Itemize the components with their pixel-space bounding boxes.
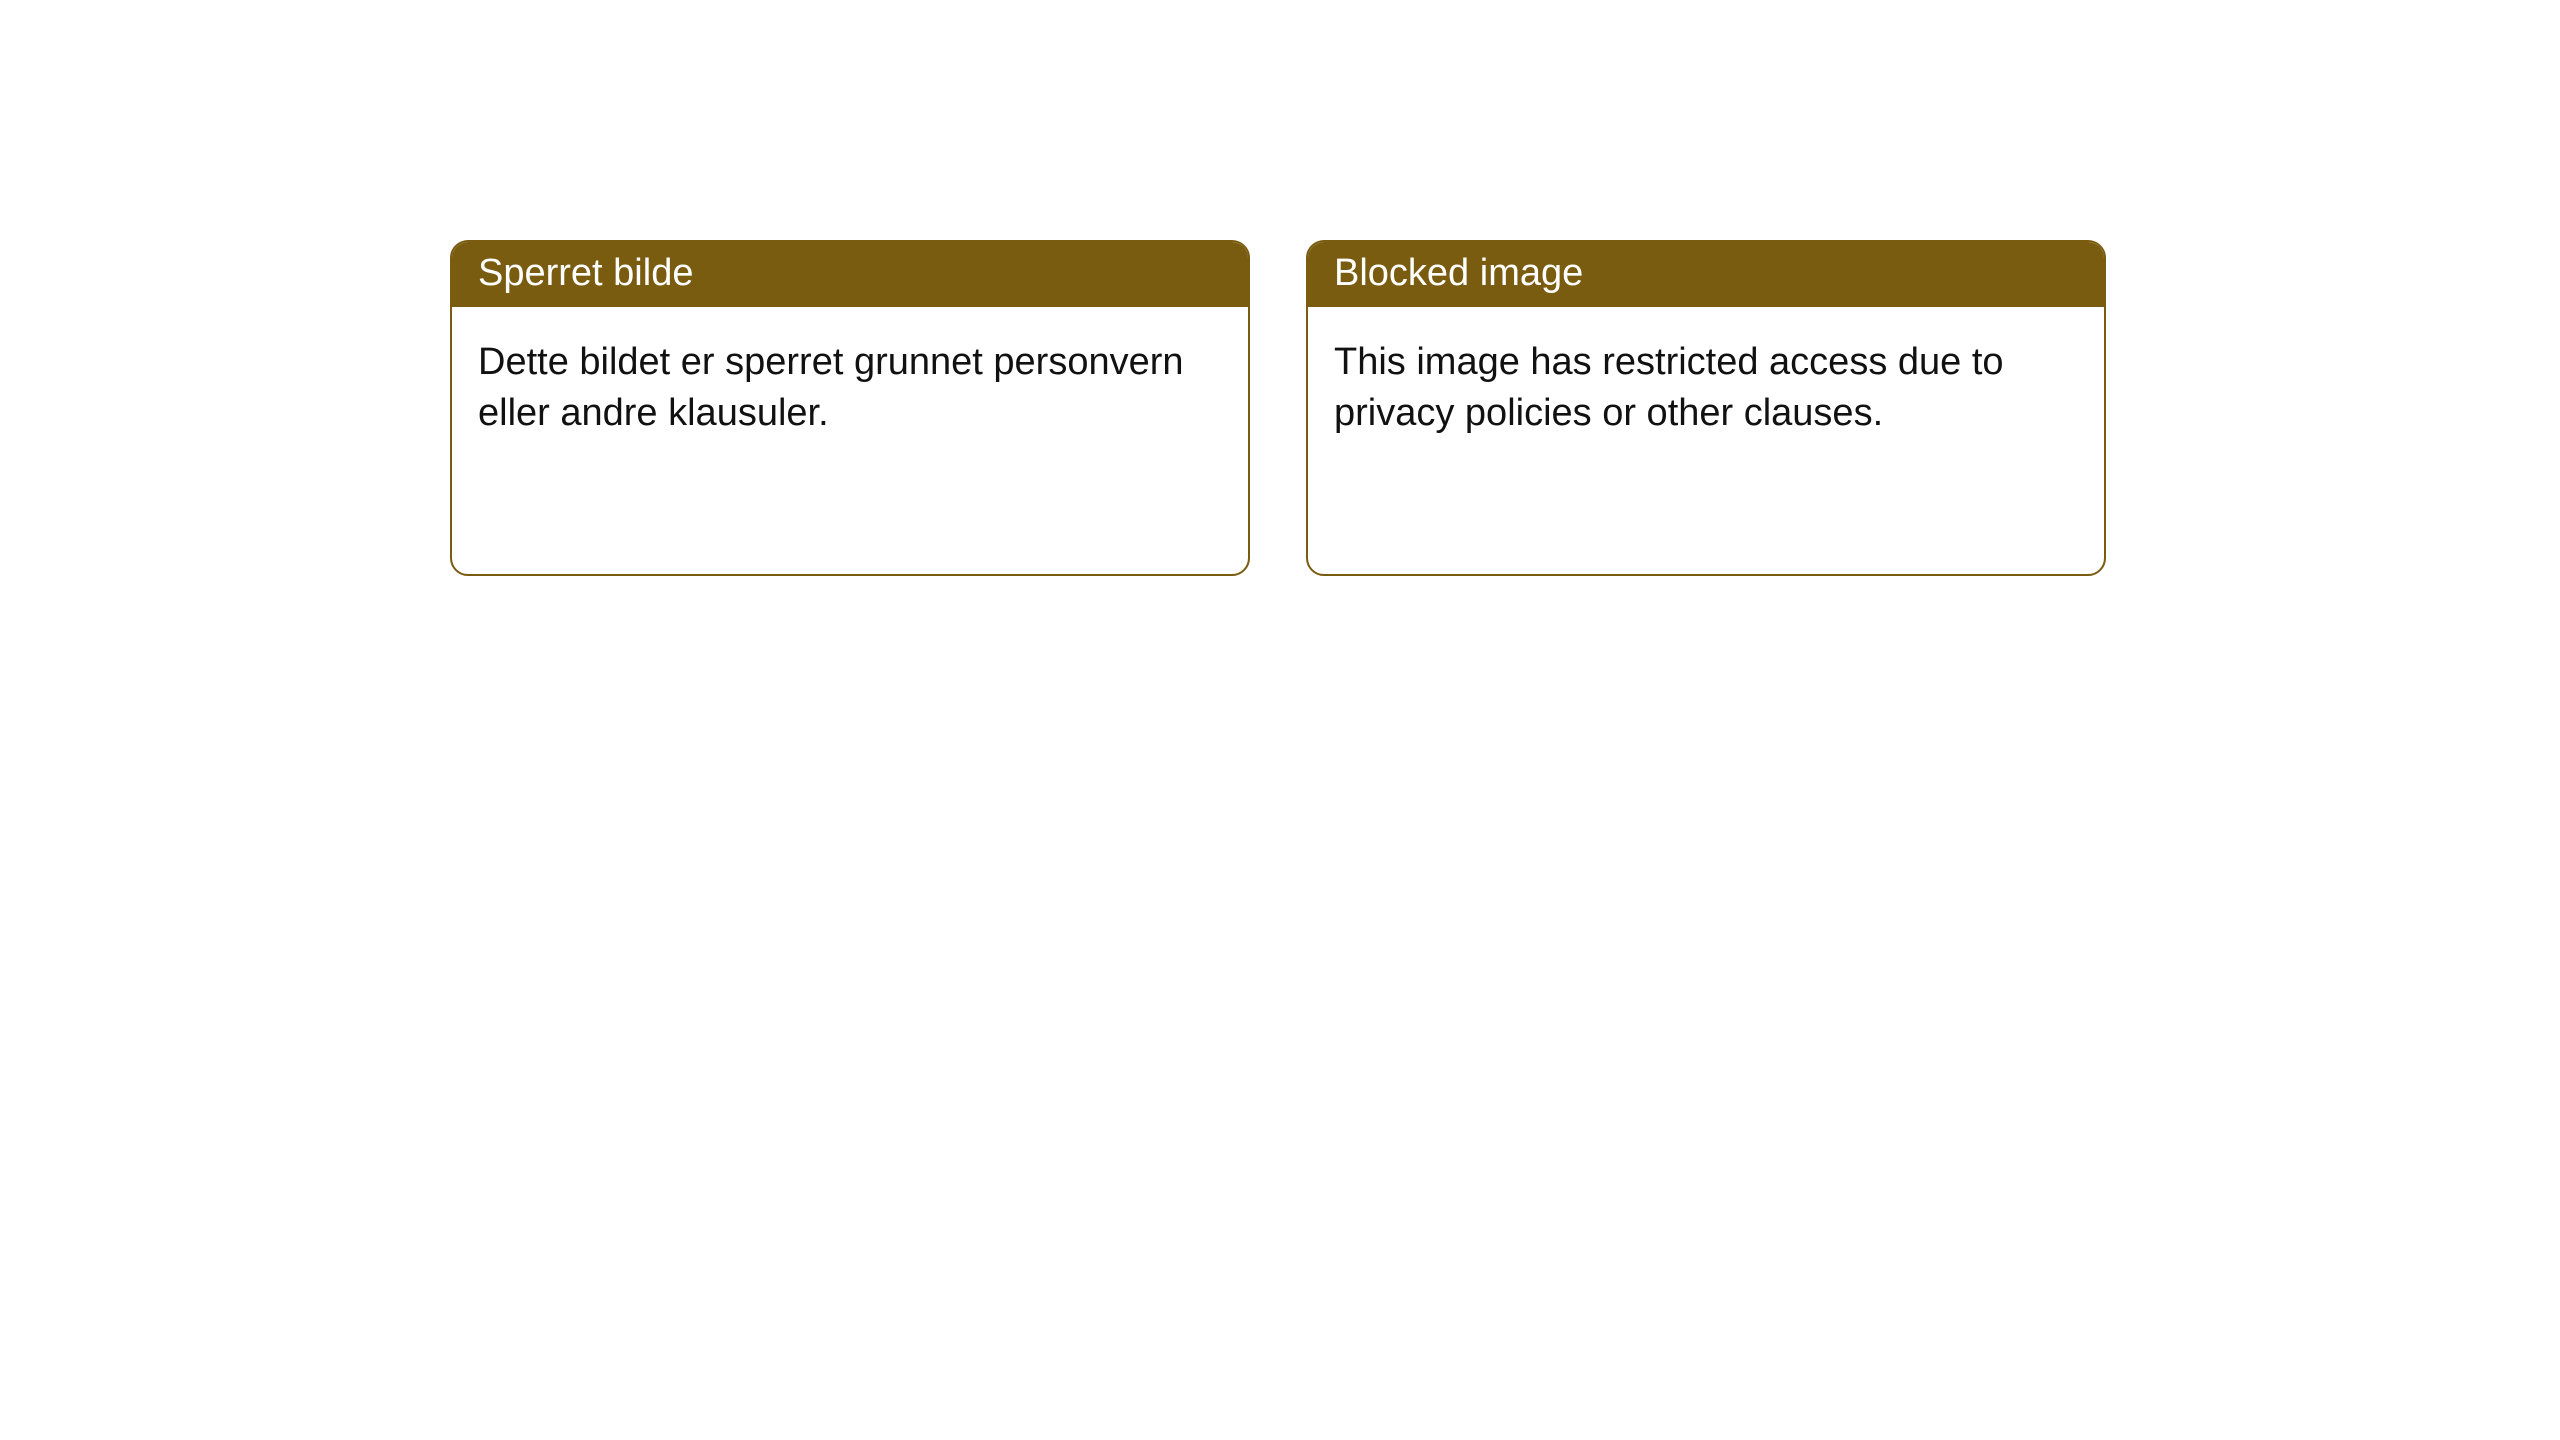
- notice-title: Sperret bilde: [452, 242, 1248, 307]
- notice-container: Sperret bilde Dette bildet er sperret gr…: [450, 240, 2106, 576]
- notice-title: Blocked image: [1308, 242, 2104, 307]
- notice-card-no: Sperret bilde Dette bildet er sperret gr…: [450, 240, 1250, 576]
- notice-card-en: Blocked image This image has restricted …: [1306, 240, 2106, 576]
- notice-body: Dette bildet er sperret grunnet personve…: [452, 307, 1248, 470]
- notice-body: This image has restricted access due to …: [1308, 307, 2104, 470]
